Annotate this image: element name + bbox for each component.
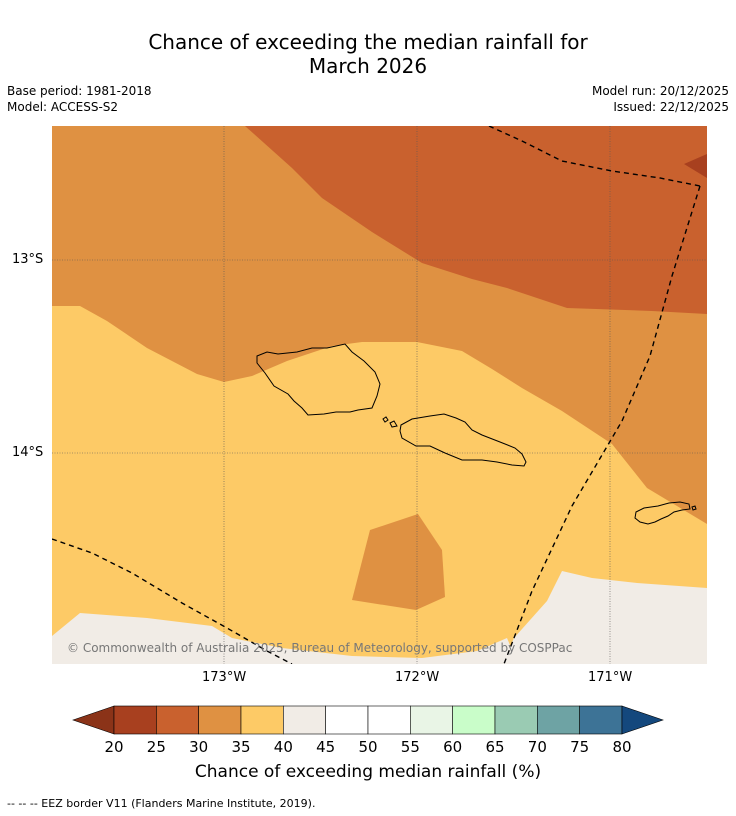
colorbar-cell (198, 705, 242, 735)
rainfall-map: © Commonwealth of Australia 2025, Bureau… (52, 126, 707, 664)
band-20-25 (684, 154, 707, 178)
title-line-2: March 2026 (308, 54, 428, 78)
colorbar-tick: 75 (570, 738, 590, 756)
tutuila-island (634, 501, 691, 525)
colorbar-tick: 30 (189, 738, 209, 756)
colorbar-tick: 45 (316, 738, 336, 756)
colorbar-label: Chance of exceeding median rainfall (%) (194, 762, 542, 782)
eez-border-southwest (52, 538, 293, 664)
base-period: Base period: 1981-2018 (7, 84, 152, 98)
map-canvas (52, 126, 707, 664)
lat-label-13s: 13°S (12, 252, 44, 267)
colorbar-cell (113, 705, 157, 735)
eez-border-east (503, 185, 701, 664)
map-title: Chance of exceeding the median rainfall … (0, 30, 736, 78)
band-40-45-right (502, 571, 707, 664)
aunuu-island (691, 505, 697, 511)
colorbar-cell (325, 705, 369, 735)
model-name: Model: ACCESS-S2 (7, 100, 119, 114)
lon-label-171w: 171°W (588, 670, 633, 685)
title-line-1: Chance of exceeding the median rainfall … (148, 30, 588, 54)
lon-label-173w: 173°W (202, 670, 247, 685)
colorbar-over-arrow (621, 705, 664, 735)
islands (256, 343, 697, 525)
colorbar-cell (367, 705, 411, 735)
model-run: Model run: 20/12/2025 (591, 84, 729, 98)
meta-right: Model run: 20/12/2025 Issued: 22/12/2025 (592, 83, 729, 115)
band-25-30 (245, 126, 707, 314)
manono-island (389, 420, 398, 428)
issued-date: Issued: 22/12/2025 (613, 100, 729, 114)
apolima-island (382, 416, 389, 423)
colorbar-tick: 55 (400, 738, 420, 756)
band-40-45-bottom (52, 613, 518, 664)
colorbar-tick: 40 (273, 738, 293, 756)
meta-left: Base period: 1981-2018 Model: ACCESS-S2 (7, 83, 152, 115)
colorbar-under-arrow (72, 705, 115, 735)
colorbar-tick: 60 (443, 738, 463, 756)
savaii-island (256, 343, 381, 416)
colorbar-cell (410, 705, 453, 735)
colorbar-cell (283, 705, 326, 735)
eez-border (52, 126, 701, 664)
colorbar-cell (156, 705, 199, 735)
colorbar-cell (579, 705, 623, 735)
colorbar-cell (537, 705, 580, 735)
colorbar (70, 704, 670, 742)
colorbar-tick: 25 (146, 738, 166, 756)
graticule (52, 126, 707, 664)
colorbar-tick: 50 (358, 738, 378, 756)
lon-label-172w: 172°W (395, 670, 440, 685)
colorbar-tick: 70 (527, 738, 547, 756)
colorbar-svg (72, 705, 664, 735)
colorbar-cell (494, 705, 538, 735)
colorbar-cell (452, 705, 496, 735)
colorbar-tick: 80 (612, 738, 632, 756)
upolu-island (399, 413, 527, 467)
eez-border-north (488, 126, 701, 187)
band-30-35-blob (352, 514, 445, 610)
colorbar-tick: 65 (485, 738, 505, 756)
colorbar-tick: 35 (231, 738, 251, 756)
lat-label-14s: 14°S (12, 445, 44, 460)
colorbar-cell (240, 705, 284, 735)
copyright-notice: © Commonwealth of Australia 2025, Bureau… (67, 641, 573, 655)
eez-footnote: -- -- -- EEZ border V11 (Flanders Marine… (7, 797, 316, 810)
colorbar-cells (113, 705, 623, 735)
colorbar-tick: 20 (104, 738, 124, 756)
